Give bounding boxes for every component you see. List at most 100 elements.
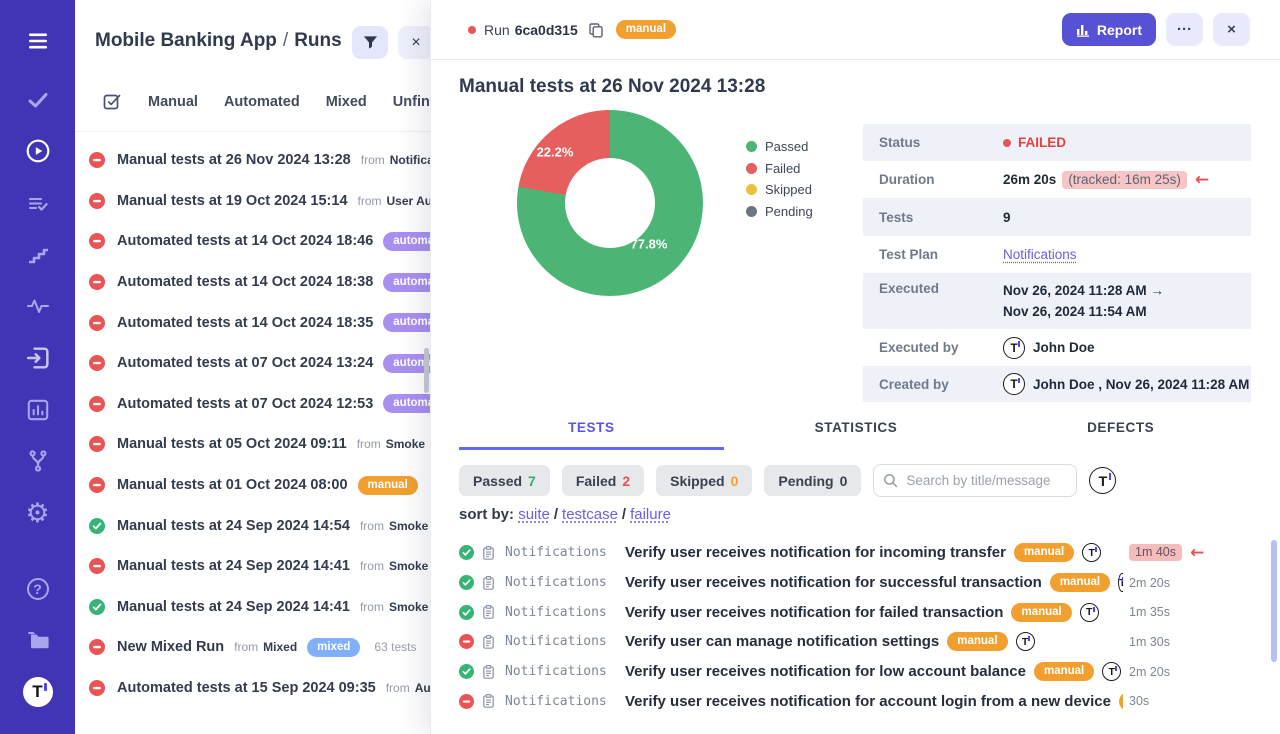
run-list-item[interactable]: Automated tests at 07 Oct 2024 13:24 aut… bbox=[75, 343, 430, 384]
tab-manual[interactable]: Manual bbox=[148, 93, 198, 110]
tests-list-scrollbar[interactable] bbox=[1271, 540, 1277, 662]
filter-pending-button[interactable]: Pending 0 bbox=[764, 465, 862, 496]
test-title[interactable]: Verify user can manage notification sett… bbox=[625, 633, 940, 651]
skipped-count: 0 bbox=[730, 472, 739, 489]
select-runs-icon[interactable] bbox=[102, 92, 122, 111]
run-type-badge: mixed bbox=[307, 637, 361, 657]
report-button[interactable]: Report bbox=[1061, 13, 1156, 46]
run-list-item[interactable]: Manual tests at 19 Oct 2024 15:14 from Us… bbox=[75, 181, 430, 222]
help-icon[interactable]: ? bbox=[0, 578, 75, 600]
sort-by-suite-link[interactable]: suite bbox=[518, 506, 550, 523]
suite-name[interactable]: Notifications bbox=[505, 604, 607, 620]
donut-chart: 22.2% 77.8% bbox=[517, 110, 703, 296]
import-icon[interactable] bbox=[0, 344, 75, 372]
steps-icon[interactable] bbox=[0, 244, 75, 266]
run-list-item[interactable]: Automated tests at 15 Sep 2024 09:35 fro… bbox=[75, 668, 430, 709]
run-list-item[interactable]: Manual tests at 24 Sep 2024 14:41 from Sm… bbox=[75, 587, 430, 628]
run-list-item[interactable]: Automated tests at 14 Oct 2024 18:38 aut… bbox=[75, 262, 430, 303]
copy-run-id-button[interactable] bbox=[588, 22, 604, 38]
failed-status-icon bbox=[89, 192, 105, 209]
test-list-icon[interactable] bbox=[0, 192, 75, 216]
passed-status-icon bbox=[459, 664, 474, 680]
run-list-item[interactable]: Automated tests at 07 Oct 2024 12:53 aut… bbox=[75, 384, 430, 425]
tab-automated[interactable]: Automated bbox=[223, 93, 300, 110]
filter-skipped-button[interactable]: Skipped 0 bbox=[656, 465, 753, 496]
run-list-item[interactable]: Automated tests at 14 Oct 2024 18:35 aut… bbox=[75, 302, 430, 343]
info-row-executed-by: Executed by T John Doe bbox=[863, 329, 1251, 366]
close-panel-button[interactable]: × bbox=[1213, 13, 1250, 46]
tab-unfinished[interactable]: Unfinished bbox=[392, 93, 430, 110]
suite-name[interactable]: Notifications bbox=[505, 693, 607, 709]
breadcrumb-project[interactable]: Mobile Banking App bbox=[95, 30, 277, 51]
test-title[interactable]: Verify user receives notification for fa… bbox=[625, 603, 1004, 621]
duration-highlight: 1m 40s bbox=[1129, 544, 1182, 562]
run-source: Automation bbox=[414, 681, 430, 696]
run-tests-count: 63 tests bbox=[374, 640, 417, 655]
info-row-status: Status FAILED bbox=[863, 124, 1251, 161]
test-title[interactable]: Verify user receives notification for in… bbox=[625, 544, 1006, 562]
test-plan-link[interactable]: Notifications bbox=[1003, 247, 1077, 262]
tests-list: Notifications Verify user receives notif… bbox=[431, 538, 1280, 716]
test-title[interactable]: Verify user receives notification for su… bbox=[625, 574, 1042, 592]
run-list-item[interactable]: New Mixed Run from Mixed mixed 63 tests bbox=[75, 627, 430, 668]
branch-icon[interactable] bbox=[0, 448, 75, 474]
failed-dot-icon bbox=[1003, 138, 1011, 147]
test-row[interactable]: Notifications Verify user receives notif… bbox=[431, 657, 1280, 687]
filter-passed-button[interactable]: Passed 7 bbox=[459, 465, 550, 496]
runs-play-icon[interactable] bbox=[0, 138, 75, 164]
search-input[interactable] bbox=[873, 464, 1078, 497]
profile-t-logo[interactable]: T bbox=[0, 677, 75, 707]
failed-status-icon bbox=[459, 693, 474, 709]
testcase-clipboard-icon bbox=[481, 634, 496, 650]
run-title: Automated tests at 07 Oct 2024 13:24 bbox=[117, 355, 374, 372]
tab-statistics[interactable]: STATISTICS bbox=[814, 420, 898, 435]
suite-name[interactable]: Notifications bbox=[505, 575, 607, 591]
pending-count: 0 bbox=[839, 472, 848, 489]
test-row[interactable]: Notifications Verify user receives notif… bbox=[431, 686, 1280, 716]
test-row[interactable]: Notifications Verify user can manage not… bbox=[431, 627, 1280, 657]
test-title[interactable]: Verify user receives notification for ac… bbox=[625, 692, 1111, 710]
test-title[interactable]: Verify user receives notification for lo… bbox=[625, 663, 1026, 681]
assignee-filter-avatar[interactable]: T bbox=[1089, 467, 1117, 494]
run-list-item[interactable]: Automated tests at 14 Oct 2024 18:46 aut… bbox=[75, 221, 430, 262]
suite-name[interactable]: Notifications bbox=[505, 545, 607, 561]
run-list-item[interactable]: Manual tests at 05 Oct 2024 09:11 from Sm… bbox=[75, 424, 430, 465]
testcase-clipboard-icon bbox=[481, 664, 496, 680]
from-label: from bbox=[359, 599, 384, 614]
run-list-item[interactable]: Manual tests at 24 Sep 2024 14:41 from Sm… bbox=[75, 546, 430, 587]
tab-tests[interactable]: TESTS bbox=[459, 420, 724, 450]
tab-mixed[interactable]: Mixed bbox=[325, 93, 367, 110]
run-detail-panel: Run 6ca0d315 manual Report ··· × Manual … bbox=[430, 0, 1280, 734]
suite-name[interactable]: Notifications bbox=[505, 664, 607, 680]
from-label: from bbox=[234, 640, 259, 655]
settings-gear-icon[interactable]: ⚙ bbox=[25, 497, 50, 529]
test-row[interactable]: Notifications Verify user receives notif… bbox=[431, 568, 1280, 598]
test-duration: 30s bbox=[1129, 694, 1150, 709]
run-type-badge: manual bbox=[615, 20, 677, 39]
pulse-icon[interactable] bbox=[0, 295, 75, 317]
runs-list-scrollbar[interactable] bbox=[424, 348, 429, 393]
user-avatar: T bbox=[1003, 336, 1025, 359]
tab-defects[interactable]: DEFECTS bbox=[1087, 420, 1155, 435]
close-filter-button[interactable]: × bbox=[398, 26, 430, 59]
test-row[interactable]: Notifications Verify user receives notif… bbox=[431, 538, 1280, 568]
projects-folder-icon[interactable] bbox=[0, 628, 75, 652]
check-icon[interactable] bbox=[0, 88, 75, 112]
sort-by-failure-link[interactable]: failure bbox=[630, 506, 671, 523]
legend-dot bbox=[746, 141, 757, 153]
menu-icon[interactable] bbox=[0, 28, 75, 54]
run-list-item[interactable]: Manual tests at 24 Sep 2024 14:54 from Sm… bbox=[75, 505, 430, 546]
test-row[interactable]: Notifications Verify user receives notif… bbox=[431, 597, 1280, 627]
filter-button[interactable] bbox=[352, 26, 388, 59]
runs-header: Mobile Banking App / Runs × bbox=[75, 0, 430, 72]
run-list-item[interactable]: Manual tests at 26 Nov 2024 13:28 from No… bbox=[75, 140, 430, 181]
duration-value: 26m 20s (tracked: 16m 25s) ← bbox=[1003, 169, 1210, 190]
run-list-item[interactable]: Manual tests at 01 Oct 2024 08:00 manual… bbox=[75, 465, 430, 506]
filter-failed-button[interactable]: Failed 2 bbox=[561, 465, 645, 496]
analytics-icon[interactable] bbox=[0, 397, 75, 423]
suite-name[interactable]: Notifications bbox=[505, 634, 607, 650]
more-options-button[interactable]: ··· bbox=[1166, 13, 1203, 46]
sort-by-testcase-link[interactable]: testcase bbox=[562, 506, 618, 523]
run-source: Notifications bbox=[389, 153, 430, 168]
run-type-tabs: Manual Automated Mixed Unfinished bbox=[75, 72, 430, 132]
